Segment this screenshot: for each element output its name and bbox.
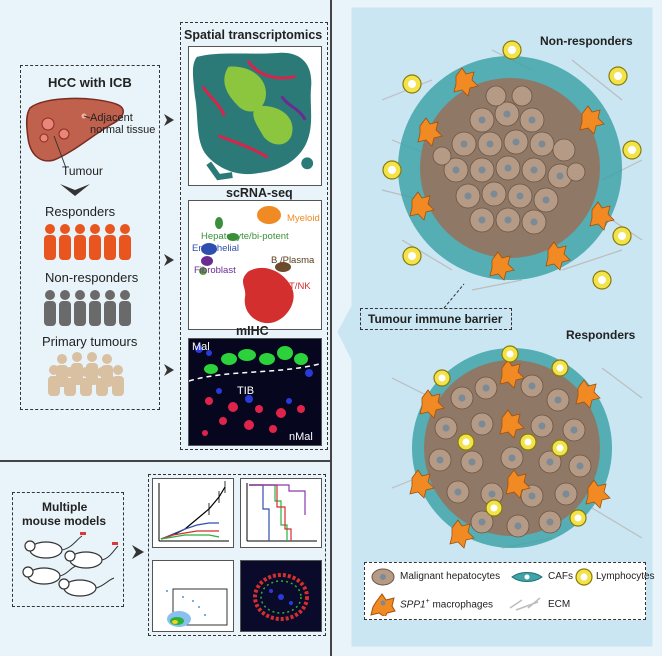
hcc-title: HCC with ICB	[48, 75, 132, 90]
tumour-label: Tumour	[62, 164, 103, 178]
arrow-to-spatial-icon	[164, 114, 174, 126]
barrier-label-box	[360, 308, 512, 330]
ecm-icon	[509, 597, 541, 611]
scrna-title: scRNA-seq	[226, 186, 293, 200]
legend-malignant: Malignant hepatocytes	[400, 571, 501, 582]
umap-label-endothelial: Endothelial	[192, 243, 240, 254]
chevron-right-icon	[132, 545, 144, 559]
arrow-to-scrna-icon	[164, 254, 174, 266]
nonresponder-tumour-illustration	[381, 40, 643, 291]
results-box	[148, 474, 326, 636]
umap-label-fibroblast: Fibroblast	[194, 265, 236, 276]
mihc-image-panel: Mal TIB nMal	[188, 338, 322, 446]
flow-cytometry-plot	[152, 560, 234, 632]
mihc-title: mIHC	[236, 324, 269, 338]
malignant-hepatocyte-icon	[371, 568, 395, 586]
legend-box	[364, 562, 646, 620]
mihc-label-tib: TIB	[237, 385, 255, 397]
umap-label-myeloid: Myeloid	[287, 213, 320, 224]
umap-label-hepatocyte: Hepatocyte/bi-potent	[201, 231, 289, 242]
vertical-divider	[330, 0, 332, 656]
mihc-stain-image	[189, 345, 321, 436]
barrier-label: Tumour immune barrier	[368, 312, 503, 326]
responders-title: Responders	[566, 328, 636, 342]
legend-ecm: ECM	[548, 599, 571, 610]
spatial-map-image	[188, 46, 322, 186]
mouse-title-1: Multiple	[42, 500, 88, 514]
caf-icon	[511, 572, 543, 582]
arrow-to-mihc-icon	[164, 364, 174, 376]
survival-curve-plot	[240, 478, 322, 548]
nonresponders-people-icon	[44, 290, 131, 326]
methods-box	[180, 22, 328, 450]
responder-tumour-illustration	[391, 345, 643, 549]
adjacent-label: Adjacent	[90, 112, 133, 124]
umap-label-tnk: T/NK	[289, 281, 311, 292]
responders-people-icon	[44, 224, 131, 260]
group-label-responders: Responders	[45, 204, 116, 219]
scrna-umap-panel: Myeloid Hepatocyte/bi-potent Endothelial…	[188, 200, 322, 330]
normal-tissue-label: normal tissue	[90, 124, 156, 136]
umap-clusters-image	[199, 206, 294, 324]
group-label-nonresponders: Non-responders	[45, 270, 139, 285]
chevron-down-icon	[60, 184, 90, 196]
liver-illustration	[25, 97, 124, 169]
mouse-title-2: mouse models	[22, 514, 107, 528]
legend-spp1: SPP1	[400, 599, 426, 611]
mouse-models-box	[12, 492, 124, 607]
primary-people-icon	[48, 352, 124, 396]
legend-cafs: CAFs	[548, 571, 573, 582]
mouse-illustration	[22, 532, 119, 597]
hcc-cohort-box	[20, 65, 160, 410]
tissue-stain-plot	[240, 560, 322, 632]
nonresponders-title: Non-responders	[540, 34, 633, 48]
legend-spp1-label: SPP1+ macrophages	[400, 598, 493, 610]
mihc-label-nmal: nMal	[289, 431, 313, 443]
legend-macrophages: macrophages	[429, 599, 494, 611]
macrophage-icon	[370, 593, 396, 616]
mihc-label-mal: Mal	[192, 341, 210, 353]
group-label-primary: Primary tumours	[42, 334, 138, 349]
barrier-pointer-line	[443, 283, 465, 309]
lymphocyte-icon	[575, 568, 593, 586]
umap-label-bplasma: B /Plasma	[271, 255, 315, 266]
legend-spp1-sup: +	[425, 598, 430, 605]
spatial-title: Spatial transcriptomics	[184, 28, 323, 42]
legend-lymphocytes: Lymphocytes	[596, 571, 655, 582]
growth-curve-plot	[152, 478, 234, 548]
horizontal-divider	[0, 460, 331, 462]
